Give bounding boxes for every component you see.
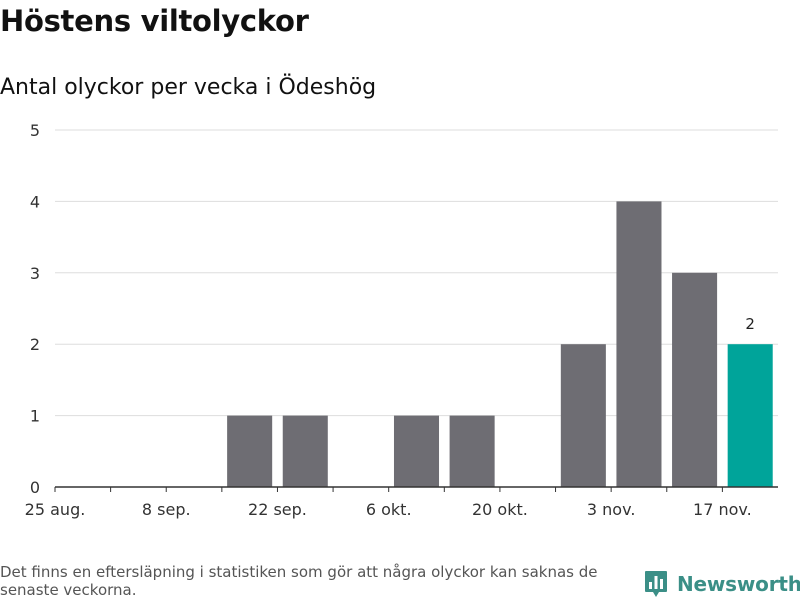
chart-subtitle: Antal olyckor per vecka i Ödeshög — [0, 75, 377, 100]
y-tick-label: 2 — [30, 335, 40, 354]
bar-chart-speech-bubble-icon — [645, 571, 667, 597]
brand-name: Newsworthy — [677, 572, 800, 596]
x-tick-label: 3 nov. — [587, 500, 636, 519]
bar — [672, 272, 718, 487]
y-tick-label: 4 — [30, 192, 40, 211]
y-tick-label: 0 — [30, 478, 40, 497]
newsworthy-logo: Newsworthy — [644, 569, 800, 599]
bar — [393, 415, 440, 487]
x-tick-label: 20 okt. — [472, 500, 528, 519]
x-tick-label: 6 okt. — [366, 500, 412, 519]
bar — [449, 415, 495, 487]
bar — [227, 415, 273, 487]
y-tick-label: 5 — [30, 121, 40, 140]
footnote: Det finns en eftersläpning i statistiken… — [0, 563, 598, 599]
x-tick-label: 8 sep. — [142, 500, 191, 519]
x-tick-label: 25 aug. — [25, 500, 86, 519]
bar-highlighted — [727, 344, 773, 487]
bar — [282, 415, 328, 487]
y-tick-label: 3 — [30, 264, 40, 283]
bar — [560, 344, 606, 487]
bar-data-label: 2 — [745, 315, 755, 333]
chart-title: Höstens viltolyckor — [0, 4, 309, 38]
x-tick-label: 22 sep. — [248, 500, 307, 519]
bar-chart: 0 1 2 3 4 5 2 25 aug. 8 sep. 22 sep. 6 okt. 20 okt.… — [25, 121, 778, 519]
y-tick-label: 1 — [30, 407, 40, 426]
bar — [616, 201, 662, 487]
x-tick-label: 17 nov. — [693, 500, 752, 519]
